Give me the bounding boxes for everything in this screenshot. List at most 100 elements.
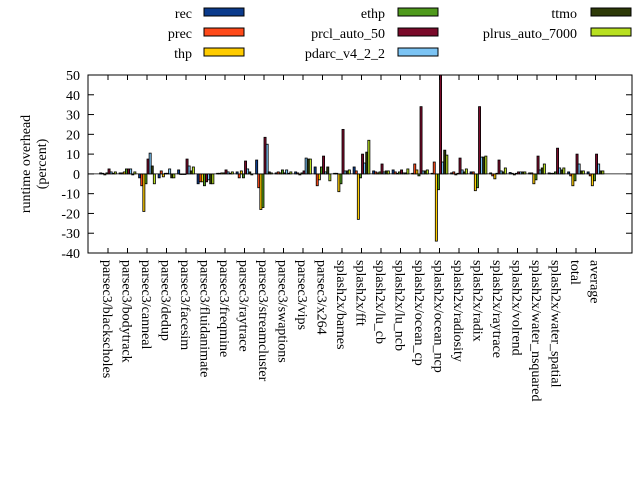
bar-thp	[317, 173, 321, 181]
x-tick-label: splash2x/radiosity	[450, 260, 465, 362]
x-tick-label: parsec3/swaptions	[275, 260, 290, 363]
bar-plrus_auto_7000	[328, 173, 332, 182]
bar-ethp	[261, 173, 265, 208]
y-tick-label: -20	[61, 207, 80, 222]
bar-rec	[255, 159, 259, 175]
bar-prec	[432, 161, 436, 175]
legend-label: thp	[174, 47, 192, 62]
x-tick-label: splash2x/fft	[353, 260, 368, 326]
legend-label: plrus_auto_7000	[483, 27, 577, 42]
legend-label: prcl_auto_50	[311, 27, 385, 42]
y-axis-label: runtime overhead	[19, 115, 34, 213]
x-tick-label: splash2x/volrend	[509, 260, 524, 356]
bar-plrus_auto_7000	[581, 170, 585, 175]
y-tick-label: -30	[61, 227, 80, 242]
x-tick-label: total	[567, 260, 582, 285]
legend-label: pdarc_v4_2_2	[305, 47, 385, 62]
x-tick-label: splash2x/ocean_cp	[411, 260, 426, 366]
legend-swatch-plrus_auto_7000	[590, 27, 632, 37]
x-tick-label: splash2x/barnes	[333, 260, 348, 349]
x-tick-label: parsec3/dedup	[158, 260, 173, 341]
bar-ethp	[573, 173, 577, 182]
legend-swatch-ttmo	[590, 7, 632, 17]
bar-prec	[159, 170, 163, 175]
bar-plrus_auto_7000	[503, 167, 507, 175]
bar-plrus_auto_7000	[308, 158, 312, 175]
x-tick-label: parsec3/vips	[294, 260, 309, 330]
bar-prcl_auto_50	[419, 106, 423, 175]
bar-plrus_auto_7000	[211, 173, 215, 185]
y-tick-label: -10	[61, 188, 80, 203]
x-tick-label: parsec3/bodytrack	[119, 260, 134, 363]
legend-swatch-ethp	[397, 7, 439, 17]
bar-plrus_auto_7000	[445, 154, 449, 175]
bar-prcl_auto_50	[322, 155, 325, 175]
bar-rec	[313, 166, 317, 175]
x-tick-label: parsec3/facesim	[177, 260, 192, 350]
bar-ethp	[358, 173, 362, 179]
x-tick-label: splash2x/water_spatial	[548, 260, 563, 388]
x-tick-label: splash2x/lu_cb	[372, 260, 387, 344]
bar-ethp	[593, 173, 596, 182]
bar-rec	[177, 169, 181, 175]
x-tick-label: parsec3/canneal	[138, 260, 153, 349]
bar-thp	[161, 173, 165, 178]
bar-ethp	[475, 173, 479, 189]
x-tick-label: splash2x/raytrace	[489, 260, 504, 358]
bar-plrus_auto_7000	[367, 139, 371, 175]
bar-plrus_auto_7000	[542, 163, 546, 175]
bar-plrus_auto_7000	[152, 173, 156, 185]
bar-ethp	[144, 173, 148, 185]
bar-plrus_auto_7000	[562, 167, 566, 175]
y-axis-label: (percent)	[35, 138, 50, 189]
bar-ttmo	[326, 166, 330, 175]
x-tick-label: parsec3/raytrace	[236, 260, 251, 352]
bar-ethp	[436, 173, 440, 191]
bar-plrus_auto_7000	[172, 173, 176, 179]
bar-prcl_auto_50	[439, 74, 442, 175]
bar-plrus_auto_7000	[386, 170, 390, 175]
bar-prcl_auto_50	[341, 128, 345, 175]
legend-label: prec	[168, 27, 192, 42]
y-tick-label: 30	[66, 109, 80, 124]
bar-plrus_auto_7000	[347, 169, 351, 175]
legend-swatch-rec	[203, 7, 245, 17]
x-tick-label: average	[587, 260, 602, 304]
x-tick-label: splash2x/water_nsquared	[528, 260, 543, 402]
bar-thp	[239, 170, 243, 175]
bar-plrus_auto_7000	[191, 166, 195, 175]
x-tick-label: parsec3/streamcluster	[255, 260, 270, 382]
bar-prec	[354, 170, 358, 175]
legend-swatch-prcl_auto_50	[397, 27, 439, 37]
x-tick-label: splash2x/radix	[470, 260, 485, 342]
legend-swatch-thp	[203, 47, 245, 57]
y-tick-label: -40	[61, 247, 80, 262]
bar-pdarc_v4_2_2	[168, 168, 172, 175]
bar-pdarc_v4_2_2	[129, 168, 133, 175]
bar-plrus_auto_7000	[484, 155, 488, 175]
legend-swatch-prec	[203, 27, 245, 37]
y-tick-label: 20	[66, 128, 80, 143]
y-tick-label: 10	[66, 148, 80, 163]
y-tick-label: 40	[66, 89, 80, 104]
bar-thp	[356, 173, 360, 220]
legend-label: ethp	[361, 7, 385, 22]
legend-label: rec	[175, 7, 192, 22]
bar-plrus_auto_7000	[425, 169, 429, 175]
bar-rec	[157, 173, 161, 179]
bar-plrus_auto_7000	[464, 168, 468, 175]
x-tick-label: splash2x/lu_ncb	[392, 260, 407, 351]
bar-ethp	[241, 173, 245, 179]
bar-plrus_auto_7000	[406, 168, 410, 175]
x-tick-label: parsec3/x264	[314, 260, 329, 335]
legend-swatch-pdarc_v4_2_2	[397, 47, 439, 57]
x-tick-label: parsec3/blackscholes	[99, 260, 114, 378]
bar-plrus_auto_7000	[601, 170, 605, 175]
y-tick-label: 0	[73, 168, 80, 183]
bar-ethp	[339, 173, 343, 185]
plot-frame	[87, 74, 633, 254]
y-tick-label: 50	[66, 69, 80, 84]
bar-prec	[237, 173, 241, 179]
